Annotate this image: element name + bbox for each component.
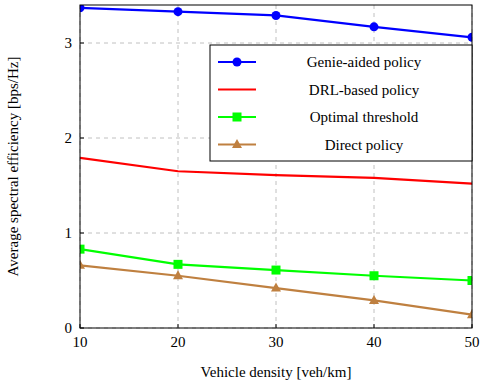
- x-tick: [178, 324, 179, 328]
- point: [272, 266, 281, 275]
- legend-label: Optimal threshold: [310, 109, 419, 125]
- legend-marker: [232, 139, 242, 148]
- plot-area: [80, 5, 472, 318]
- x-tick-label: 20: [171, 334, 186, 350]
- y-grid: [80, 233, 472, 234]
- legend-label: Genie-aided policy: [307, 54, 422, 70]
- series-line: [80, 8, 472, 37]
- y-axis-label: Average spectral efficiency [bps/Hz]: [5, 57, 21, 277]
- x-tick: [374, 324, 375, 328]
- x-tick-label: 30: [269, 334, 284, 350]
- y-tick-label: 3: [65, 35, 73, 51]
- chart: 10 20 30 40 50 0 1 2 3 Vehicle density [veh/km] Av…: [0, 0, 480, 386]
- x-tick: [276, 324, 277, 328]
- legend-marker: [233, 58, 242, 67]
- point: [468, 276, 473, 285]
- x-tick-label: 40: [367, 334, 382, 350]
- point: [80, 260, 85, 269]
- legend: Genie-aided policy DRL-based policy Optima…: [210, 45, 472, 161]
- point: [173, 270, 183, 279]
- legend-box: [210, 45, 472, 161]
- point: [369, 295, 379, 304]
- point: [80, 5, 85, 12]
- point: [272, 11, 281, 20]
- y-tick: [80, 43, 84, 44]
- legend-label: Direct policy: [325, 137, 404, 153]
- x-tick-label: 10: [73, 334, 88, 350]
- frame: [80, 5, 472, 328]
- x-axis-label: Vehicle density [veh/km]: [201, 364, 352, 380]
- y-tick-label: 2: [65, 130, 73, 146]
- point: [467, 309, 472, 318]
- legend-label: DRL-based policy: [309, 82, 420, 98]
- point: [370, 271, 379, 280]
- legend-swatch: [218, 88, 256, 90]
- legend-marker: [233, 113, 242, 122]
- y-tick: [80, 138, 84, 139]
- y-grid: [80, 43, 472, 44]
- x-grid: [178, 5, 179, 328]
- x-tick-label: 50: [465, 334, 480, 350]
- y-tick-label: 1: [65, 225, 73, 241]
- point: [80, 245, 85, 254]
- point: [468, 33, 473, 42]
- series-line: [80, 265, 472, 314]
- y-tick-label: 0: [65, 320, 73, 336]
- point: [271, 283, 281, 292]
- y-tick: [80, 233, 84, 234]
- point: [174, 7, 183, 16]
- series-line: [80, 158, 472, 184]
- point: [370, 22, 379, 31]
- point: [174, 260, 183, 269]
- series-line: [80, 249, 472, 280]
